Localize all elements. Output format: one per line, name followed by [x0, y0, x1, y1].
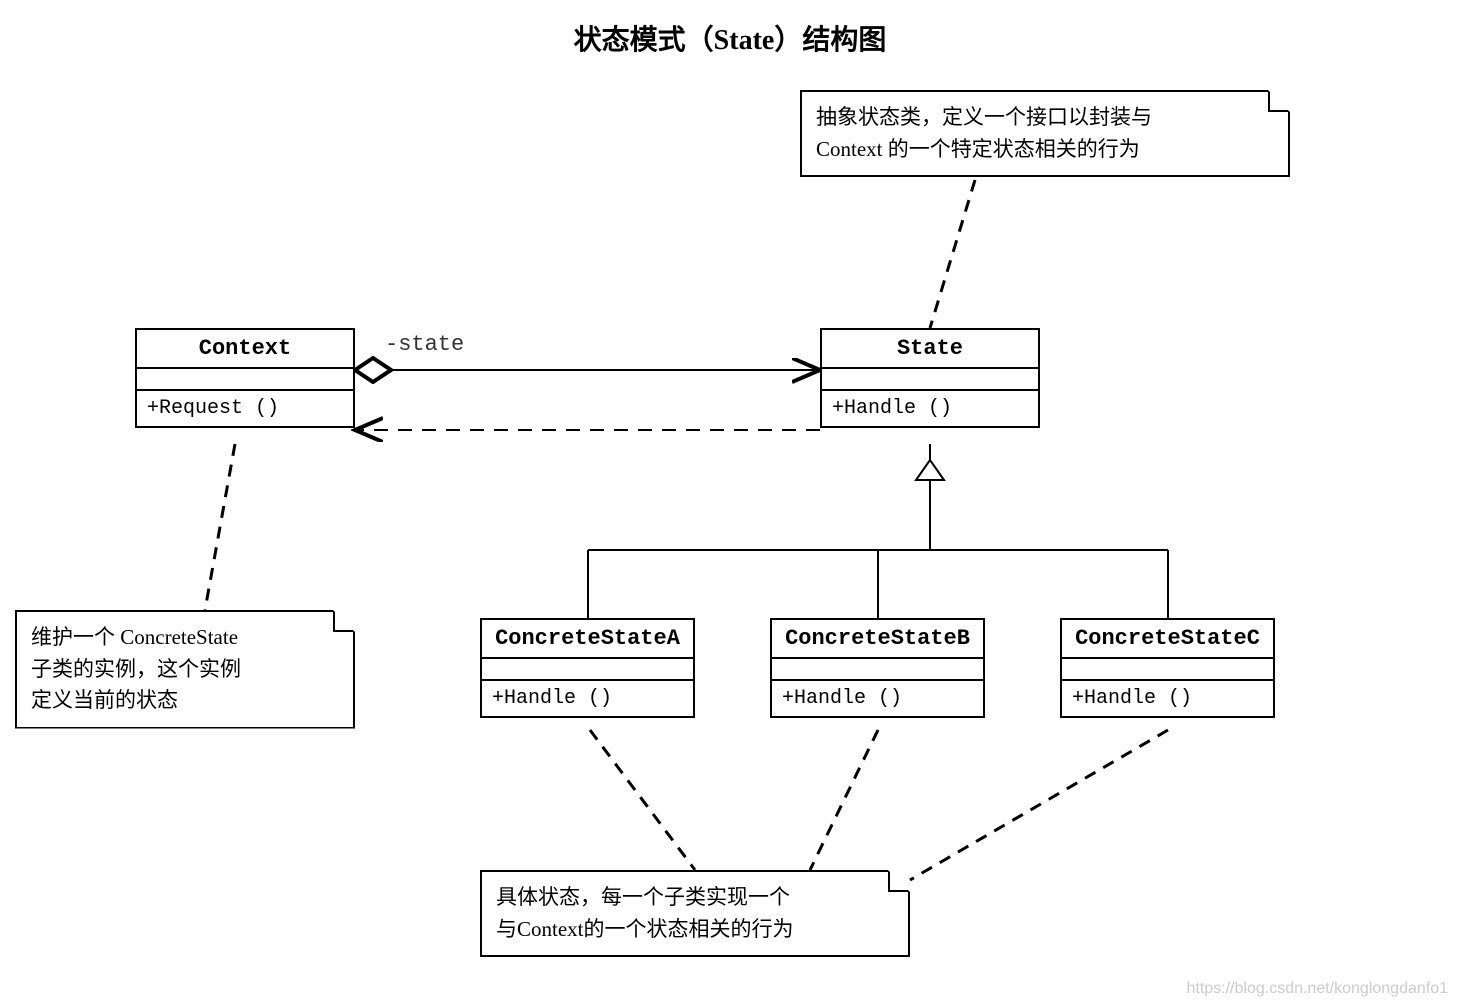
class-state-op: +Handle (): [822, 391, 1038, 426]
note-fold-icon: [1268, 90, 1290, 112]
diagram-title: 状态模式（State）结构图: [0, 18, 1460, 58]
watermark: https://blog.csdn.net/konglongdanfo1: [1186, 980, 1448, 998]
diagram-canvas: 状态模式（State）结构图 State -->: [0, 0, 1460, 1006]
note-state: 抽象状态类，定义一个接口以封装与 Context 的一个特定状态相关的行为: [800, 90, 1290, 177]
class-concrete-b: ConcreteStateB +Handle (): [770, 618, 985, 718]
class-context-name: Context: [137, 330, 353, 369]
note-link: [910, 730, 1168, 880]
class-context-op: +Request (): [137, 391, 353, 426]
class-concrete-c-op: +Handle (): [1062, 681, 1273, 716]
note-link: [205, 444, 235, 610]
class-concrete-b-op: +Handle (): [772, 681, 983, 716]
class-concrete-a-attrs: [482, 659, 693, 681]
class-concrete-b-attrs: [772, 659, 983, 681]
note-link: [810, 730, 878, 870]
note-link: [590, 730, 695, 870]
class-concrete-a-op: +Handle (): [482, 681, 693, 716]
note-context: 维护一个 ConcreteState 子类的实例，这个实例 定义当前的状态: [15, 610, 355, 729]
note-context-text: 维护一个 ConcreteState 子类的实例，这个实例 定义当前的状态: [31, 625, 241, 712]
note-concrete-text: 具体状态，每一个子类实现一个 与Context的一个状态相关的行为: [496, 885, 794, 941]
class-concrete-b-name: ConcreteStateB: [772, 620, 983, 659]
class-context-attrs: [137, 369, 353, 391]
class-concrete-c-attrs: [1062, 659, 1273, 681]
note-link: [930, 180, 975, 328]
class-concrete-a-name: ConcreteStateA: [482, 620, 693, 659]
class-state-name: State: [822, 330, 1038, 369]
note-state-text: 抽象状态类，定义一个接口以封装与 Context 的一个特定状态相关的行为: [816, 105, 1152, 161]
class-concrete-c: ConcreteStateC +Handle (): [1060, 618, 1275, 718]
relation-label: -state: [385, 332, 464, 357]
class-concrete-a: ConcreteStateA +Handle (): [480, 618, 695, 718]
note-fold-icon: [888, 870, 910, 892]
note-concrete: 具体状态，每一个子类实现一个 与Context的一个状态相关的行为: [480, 870, 910, 957]
class-state: State +Handle (): [820, 328, 1040, 428]
class-state-attrs: [822, 369, 1038, 391]
class-context: Context +Request (): [135, 328, 355, 428]
class-concrete-c-name: ConcreteStateC: [1062, 620, 1273, 659]
note-fold-icon: [333, 610, 355, 632]
